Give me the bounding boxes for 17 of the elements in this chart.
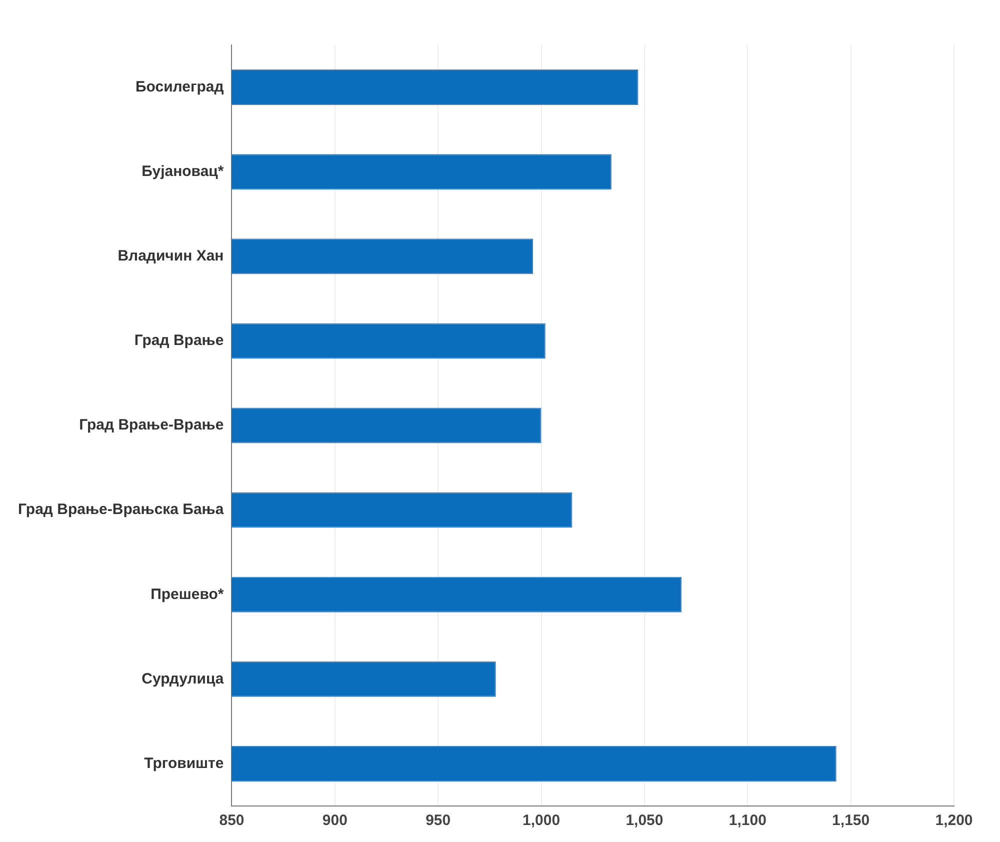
y-tick-label: Трговиште: [144, 754, 224, 772]
x-tick-label: 950: [426, 812, 451, 830]
y-tick-label: Сурдулица: [142, 670, 224, 688]
y-tick-label: Бујановац*: [142, 162, 224, 180]
y-tick-label: Град Врање-Врањска Бања: [18, 501, 224, 518]
x-tick-label: 850: [219, 812, 244, 830]
x-tick-label: 1,000: [522, 812, 560, 830]
y-tick-label: Град Врање: [134, 332, 224, 350]
y-tick-label: Владичин Хан: [118, 248, 224, 265]
y-tick-label: Прешево*: [150, 586, 224, 603]
x-tick-label: 1,050: [626, 812, 664, 830]
x-tick-label: 1,150: [832, 812, 870, 830]
y-tick-label: Град Врање-Врање: [79, 416, 224, 434]
x-tick-label: 1,200: [935, 812, 973, 830]
x-tick-label: 1,100: [728, 812, 766, 830]
y-tick-label: Босилеград: [135, 78, 224, 96]
x-tick-label: 900: [322, 812, 348, 830]
